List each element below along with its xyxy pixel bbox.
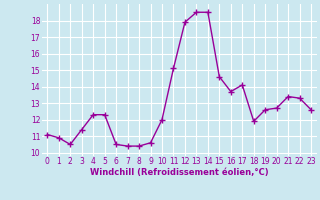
- X-axis label: Windchill (Refroidissement éolien,°C): Windchill (Refroidissement éolien,°C): [90, 168, 268, 177]
